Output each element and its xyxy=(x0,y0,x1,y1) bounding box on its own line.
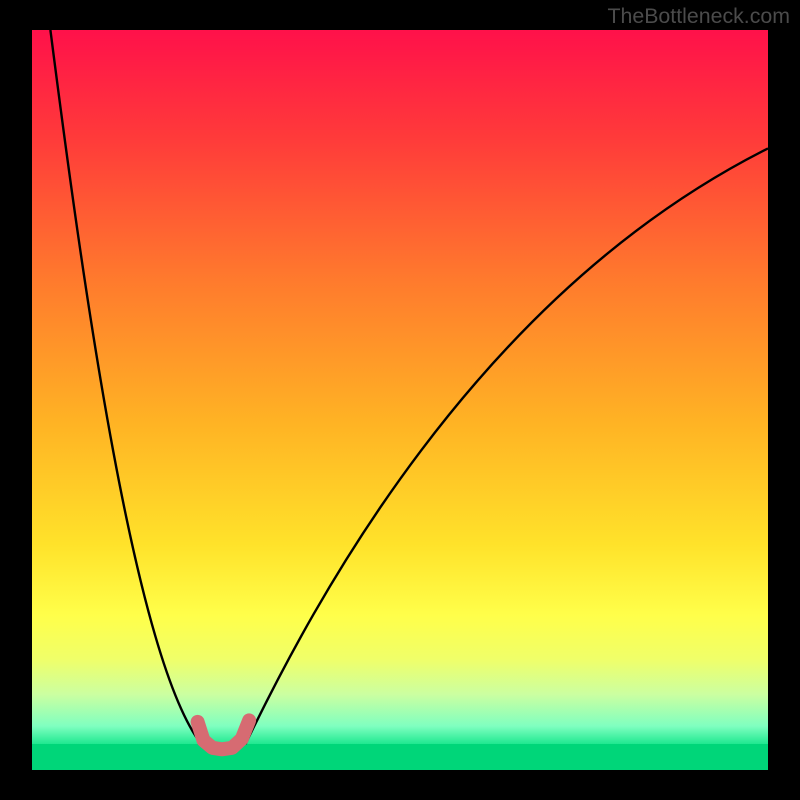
curve-layer xyxy=(32,30,768,770)
curve-left-branch xyxy=(50,30,201,744)
watermark-text: TheBottleneck.com xyxy=(607,4,790,29)
plot-area xyxy=(32,30,768,770)
curve-right-branch xyxy=(245,148,768,744)
canvas: TheBottleneck.com xyxy=(0,0,800,800)
dip-marker xyxy=(198,720,250,749)
